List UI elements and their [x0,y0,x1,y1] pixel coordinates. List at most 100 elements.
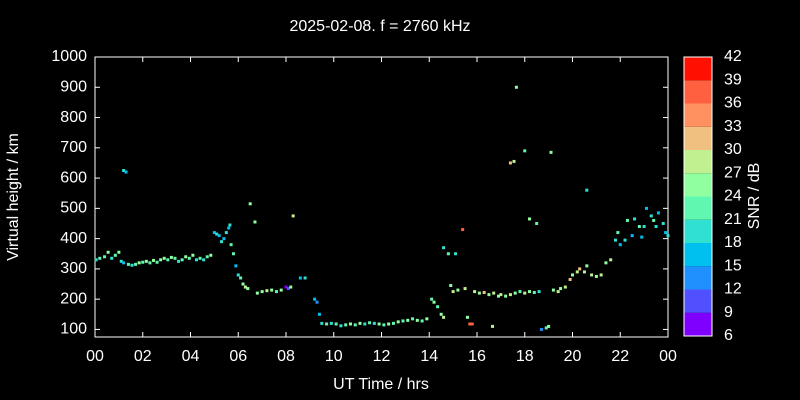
data-point [222,237,226,241]
data-point [551,288,555,292]
data-point [234,264,238,268]
data-point [425,317,429,321]
x-axis-label: UT Time / hrs [333,376,429,393]
x-tick-label: 20 [564,348,582,365]
data-point [518,290,522,294]
data-point [148,261,152,265]
data-point [166,258,170,262]
data-point [126,262,130,266]
data-point [236,273,240,277]
y-tick-label: 900 [60,78,87,95]
data-point [537,290,541,294]
data-point [229,243,233,247]
data-point [594,274,598,278]
data-point [298,276,302,280]
data-point [220,240,224,244]
y-tick-label: 400 [60,230,87,247]
data-point [499,293,503,297]
data-point [563,285,567,289]
data-point [649,214,653,218]
colorbar-tick-label: 36 [724,95,742,112]
data-point [113,253,117,257]
data-point [241,282,245,286]
data-point [265,289,269,293]
data-point [508,161,512,165]
data-point [187,256,191,260]
data-point [468,322,472,326]
data-point [532,291,536,295]
data-point [155,260,159,264]
data-point [599,273,603,277]
data-point [243,285,247,289]
data-point [432,300,436,304]
data-point [523,149,527,153]
data-point [473,290,477,294]
colorbar-tick-label: 24 [724,188,742,205]
data-point [415,318,419,322]
data-point [446,252,450,256]
data-point [284,285,288,289]
data-point [512,159,516,163]
data-point [202,258,206,262]
data-point [246,287,250,291]
data-point [547,324,551,328]
data-point [630,234,634,238]
data-point [198,256,202,260]
x-tick-label: 14 [420,348,438,365]
data-point [590,273,594,277]
data-point [461,228,465,232]
data-point [430,297,434,301]
data-point [571,273,574,277]
data-point [491,324,495,328]
colorbar-tick-label: 42 [724,48,742,65]
colorbar-bin [684,243,712,267]
data-point [124,170,128,174]
data-point [654,225,658,229]
data-point [513,291,517,295]
data-point [184,255,188,259]
data-point [212,231,216,235]
colorbar-label: SNR / dB [746,163,763,230]
data-point [582,270,586,274]
data-point [177,259,181,263]
data-point [652,218,656,222]
data-point [528,217,532,221]
data-point [274,290,278,294]
data-point [344,323,348,327]
colorbar-bin [684,80,712,104]
data-point [224,231,228,235]
colorbar-bin [684,173,712,197]
colorbar-bin [684,219,712,243]
colorbar-bin [684,266,712,290]
x-tick-label: 18 [516,348,534,365]
data-point [325,322,329,326]
data-point [449,284,453,288]
data-point [625,218,629,222]
data-point [442,246,446,250]
data-point [151,258,155,262]
colorbar-bin [684,196,712,220]
colorbar-tick-label: 30 [724,141,742,158]
data-point [391,321,395,325]
data-point [122,261,126,265]
data-point [253,220,257,224]
data-point [162,256,166,260]
data-point [454,252,458,256]
data-point [205,255,209,259]
data-point [291,214,295,218]
data-point [227,226,231,230]
data-point [637,225,641,229]
data-point [363,322,367,326]
data-point [496,294,500,298]
data-point [514,85,518,89]
data-point [463,287,467,291]
data-point [487,293,491,297]
colorbar-frame [683,56,713,337]
data-point [661,221,665,225]
data-point [539,327,543,331]
y-tick-label: 100 [60,321,87,338]
x-tick-label: 06 [229,348,247,365]
y-axis-label: Virtual height / km [5,133,22,261]
data-point [215,232,219,236]
x-tick-label: 08 [277,348,295,365]
